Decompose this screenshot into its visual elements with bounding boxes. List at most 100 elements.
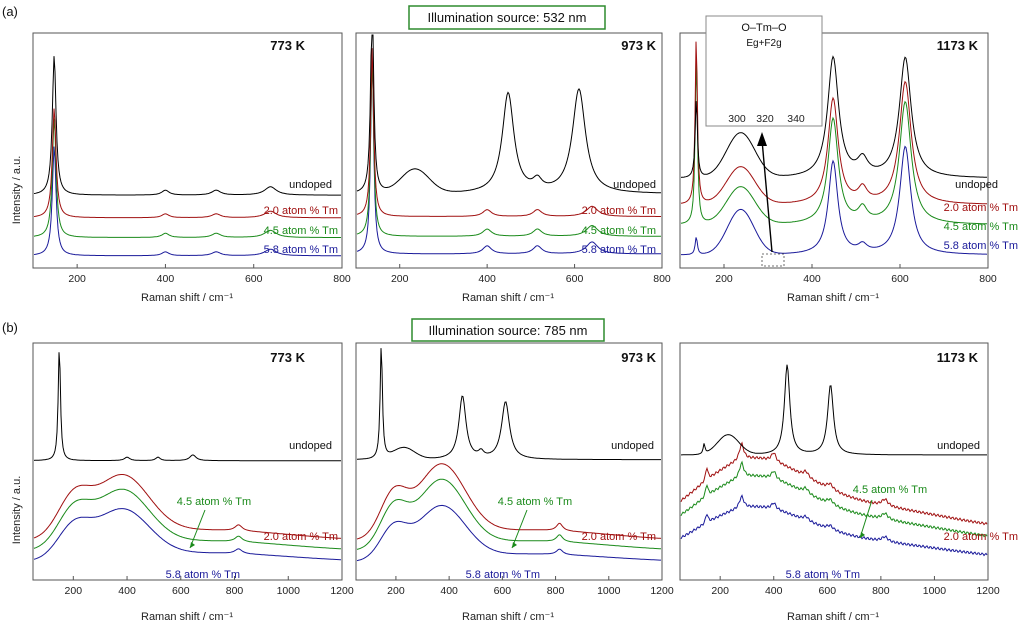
panel-frame-1-1 [355,342,663,581]
spectrum-a3-4-5-atom-tm [680,61,987,225]
tick-label: 600 [245,273,263,285]
label-b2-2-0: 2.0 atom % Tm [582,531,656,543]
spectrum-a3-2-0-atom-tm [680,41,987,205]
tick-label: 400 [803,273,821,285]
spectrum-b1-2-0-atom-tm [33,474,342,539]
pointer-arrow-1 [511,509,528,549]
spectrum-b3-5-8-atom-tm [680,494,988,557]
label-a1-4-5: 4.5 atom % Tm [264,225,338,237]
spectrum-b1-4-5-atom-tm [33,488,341,550]
label-a1-undoped: undoped [289,179,332,191]
xlabel-a-3: Raman shift / cm⁻¹ [787,292,879,304]
temp-b-2: 973 K [621,350,656,365]
label-b1-4-5: 4.5 atom % Tm [177,496,251,508]
source-b-box [411,318,605,342]
xlabel-b-2: Raman shift / cm⁻¹ [462,611,554,623]
temp-a-1: 773 K [270,38,305,53]
label-b3-undoped: undoped [937,440,980,452]
label-a2-undoped: undoped [613,179,656,191]
tick-label: 600 [494,585,512,597]
panel-frame-0-0 [32,32,343,269]
tick-label: 600 [891,273,909,285]
label-a1-2-0: 2.0 atom % Tm [264,205,338,217]
tick-label: 800 [653,273,671,285]
spectrum-a1-5-8-atom-tm [33,146,341,257]
label-a1-5-8: 5.8 atom % Tm [264,244,338,256]
xlabel-a-2: Raman shift / cm⁻¹ [462,292,554,304]
spectrum-b3-4-5-atom-tm [680,460,988,538]
ylabel-b: Intensity / a.u. [11,476,23,544]
spectrum-b2-undoped [357,348,661,461]
label-a2-4-5: 4.5 atom % Tm [582,225,656,237]
pointer-arrow-head-0 [190,542,195,548]
inset-arrow [761,139,773,253]
spectrum-b1-5-8-atom-tm [33,508,341,561]
source-b-label: Illumination source: 785 nm [429,323,588,338]
source-a-label: Illumination source: 532 nm [428,10,587,25]
tick-label: 1200 [976,585,1000,597]
spectrum-a1-4-5-atom-tm [33,118,341,238]
tick-label: 200 [68,273,86,285]
label-a2-2-0: 2.0 atom % Tm [582,205,656,217]
tick-label: 400 [440,585,458,597]
tick-label: 800 [226,585,244,597]
tick-label: 200 [711,585,729,597]
panel-frame-0-1 [355,32,663,269]
inset-subtitle: Eg+F2g [746,38,781,49]
tick-label: 400 [765,585,783,597]
inset-title: O–Tm–O [741,22,787,34]
inset-arrow-head [757,132,767,146]
xlabel-a-1: Raman shift / cm⁻¹ [141,292,233,304]
ylabel-a: Intensity / a.u. [11,156,23,224]
tick-label: 600 [172,585,190,597]
spectrum-a2-5-8-atom-tm [356,55,661,255]
tick-label: 200 [387,585,405,597]
tick-label: 200 [65,585,83,597]
row-b-id: (b) [2,320,18,335]
label-a2-5-8: 5.8 atom % Tm [582,244,656,256]
tick-label: 400 [118,585,136,597]
xlabel-b-3: Raman shift / cm⁻¹ [787,611,879,623]
row-a-id: (a) [2,4,18,19]
panel-frame-1-2 [679,342,989,581]
pointer-arrow-head-1 [512,542,517,548]
spectrum-a2-2-0-atom-tm [356,48,661,217]
spectrum-b3-undoped [681,364,987,456]
temp-b-3: 1173 K [937,350,979,365]
spectrum-b1-undoped [33,352,341,462]
spectrum-b2-2-0-atom-tm [356,463,662,540]
panel-frame-0-2 [679,32,989,269]
inset-tick-320: 320 [756,113,774,125]
panel-frame-1-0 [32,342,343,581]
spectrum-b3-2-0-atom-tm [680,441,988,526]
tick-label: 1200 [650,585,674,597]
tick-label: 1200 [330,585,354,597]
spectrum-a1-undoped [33,56,341,196]
inset-tick-340: 340 [787,113,805,125]
spectrum-a2-undoped [356,34,661,194]
label-b2-5-8: 5.8 atom % Tm [466,569,540,581]
label-b3-5-8: 5.8 atom % Tm [786,569,860,581]
spectrum-b2-5-8-atom-tm [356,504,661,562]
label-a3-2-0: 2.0 atom % Tm [944,202,1018,214]
spectrum-a2-4-5-atom-tm [356,58,661,237]
label-b1-2-0: 2.0 atom % Tm [264,531,338,543]
label-b3-2-0: 2.0 atom % Tm [944,531,1018,543]
tick-label: 200 [715,273,733,285]
label-b1-undoped: undoped [289,440,332,452]
label-a3-5-8: 5.8 atom % Tm [944,240,1018,252]
tick-label: 1000 [923,585,947,597]
spectrum-a3-5-8-atom-tm [681,145,988,256]
inset-source-box [761,253,785,267]
tick-label: 1000 [277,585,301,597]
tick-label: 600 [819,585,837,597]
label-b1-5-8: 5.8 atom % Tm [166,569,240,581]
tick-label: 800 [547,585,565,597]
xlabel-b-1: Raman shift / cm⁻¹ [141,611,233,623]
label-a3-4-5: 4.5 atom % Tm [944,221,1018,233]
label-a3-undoped: undoped [955,179,998,191]
temp-b-1: 773 K [270,350,305,365]
tick-label: 200 [391,273,409,285]
tick-label: 1000 [597,585,621,597]
